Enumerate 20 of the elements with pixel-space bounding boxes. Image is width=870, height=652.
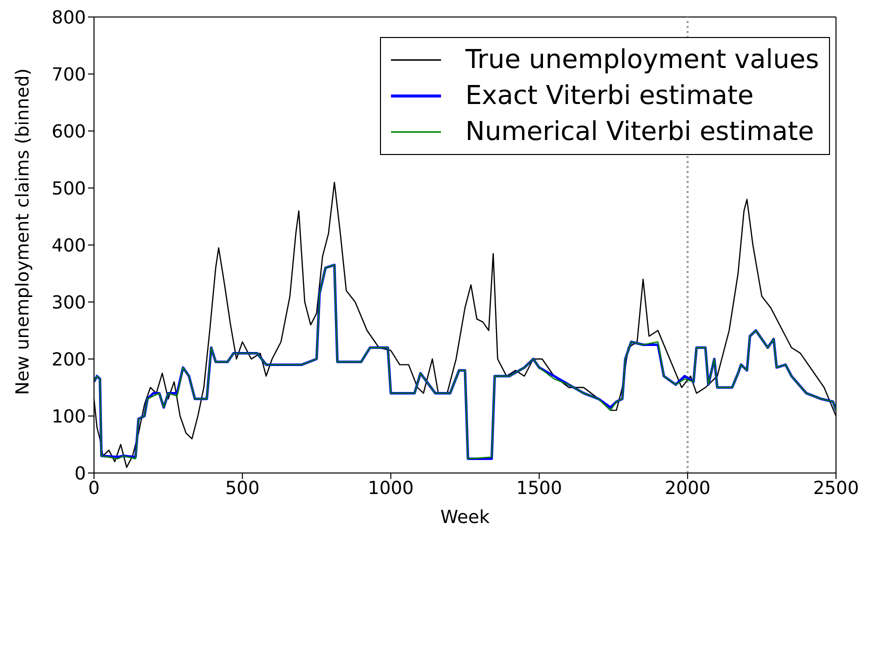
y-tick-label: 200: [52, 349, 86, 370]
y-tick-label: 600: [52, 121, 86, 142]
y-tick-label: 400: [52, 235, 86, 256]
y-tick-label: 300: [52, 292, 86, 314]
y-tick-label: 500: [52, 178, 86, 200]
x-axis-title: Week: [440, 507, 490, 528]
x-tick-label: 2000: [664, 478, 711, 499]
x-tick-label: 0: [88, 478, 100, 499]
y-tick-label: 100: [52, 406, 86, 428]
x-tick-label: 1000: [368, 478, 414, 499]
y-tick-label: 700: [52, 64, 86, 86]
x-tick-label: 500: [225, 478, 260, 499]
y-tick-label: 0: [74, 463, 86, 484]
y-tick-label: 800: [52, 7, 86, 28]
y-axis-title: New unemployment claims (binned): [12, 68, 34, 395]
legend-label: True unemployment values: [465, 45, 819, 75]
legend-label: Exact Viterbi estimate: [465, 81, 754, 111]
x-tick-label: 1500: [516, 478, 562, 499]
x-tick-label: 2500: [813, 478, 859, 499]
legend-label: Numerical Viterbi estimate: [465, 117, 814, 147]
